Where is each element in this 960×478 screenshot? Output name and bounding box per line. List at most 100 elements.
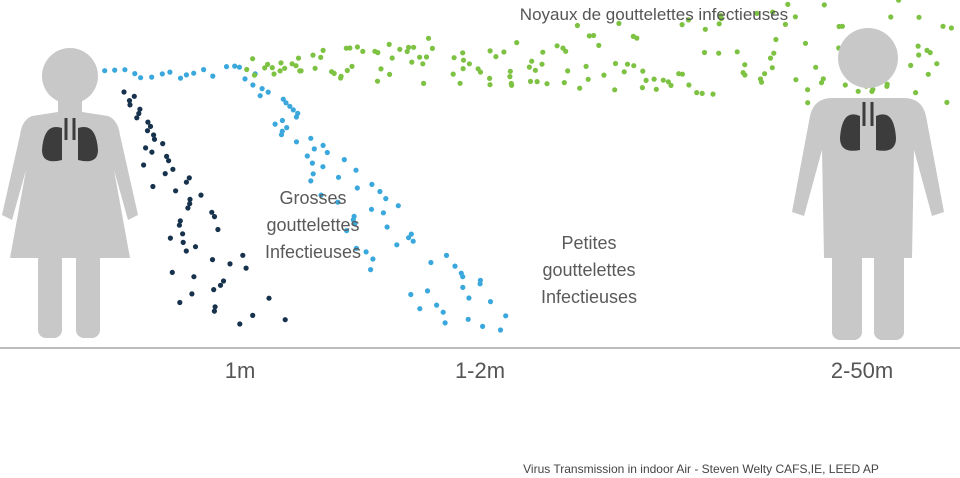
droplet: [180, 239, 186, 245]
droplet: [818, 80, 825, 86]
droplet: [805, 100, 811, 106]
droplet: [460, 57, 467, 63]
droplet: [451, 55, 457, 61]
droplet: [477, 69, 484, 75]
droplet: [209, 209, 215, 215]
droplet: [411, 44, 417, 50]
droplet: [217, 282, 224, 288]
droplet: [406, 44, 412, 51]
droplet: [183, 248, 189, 254]
droplet: [585, 76, 591, 82]
droplet: [842, 82, 848, 88]
droplet: [653, 86, 659, 92]
droplet: [785, 1, 791, 7]
droplet: [349, 63, 355, 69]
droplet: [237, 321, 243, 327]
lungs: [42, 126, 98, 162]
droplet: [132, 71, 138, 77]
droplet: [293, 139, 300, 145]
droplet: [465, 316, 471, 322]
droplet: [159, 71, 165, 77]
droplet: [170, 166, 176, 172]
droplet: [665, 79, 672, 85]
droplet: [377, 188, 383, 195]
droplet: [742, 62, 748, 68]
droplet: [167, 69, 173, 75]
droplet: [344, 67, 350, 74]
droplet: [417, 306, 423, 312]
droplet: [716, 21, 722, 27]
droplet: [452, 263, 458, 269]
droplet: [813, 64, 819, 70]
droplet: [242, 76, 248, 82]
droplet: [259, 86, 265, 92]
droplet: [410, 238, 416, 244]
lungs: [840, 114, 896, 151]
droplet: [143, 145, 149, 151]
droplet: [271, 71, 277, 77]
large-label: Infectieuses: [265, 242, 361, 262]
droplet: [368, 267, 374, 273]
droplet: [740, 70, 746, 76]
droplet: [169, 269, 175, 275]
droplet: [212, 304, 218, 310]
droplet: [187, 201, 193, 207]
droplet: [167, 235, 173, 241]
droplet: [265, 61, 271, 67]
trachea: [64, 118, 76, 140]
droplet: [821, 2, 827, 8]
droplet: [820, 76, 826, 82]
droplet: [424, 288, 431, 294]
droplet: [561, 80, 567, 86]
droplet: [232, 63, 238, 69]
droplet: [417, 54, 423, 60]
droplet: [616, 20, 622, 26]
droplet: [514, 40, 520, 46]
droplet: [150, 183, 156, 190]
droplet: [257, 93, 263, 99]
droplet: [287, 103, 293, 109]
droplet: [442, 320, 448, 326]
distance: 2-50m: [831, 358, 893, 383]
droplet: [187, 196, 193, 202]
droplet: [621, 69, 627, 75]
droplet: [944, 99, 950, 105]
droplet: [380, 210, 386, 216]
droplet: [612, 60, 619, 67]
droplet: [308, 135, 314, 141]
droplet: [540, 49, 546, 55]
droplet: [408, 291, 414, 298]
droplet: [651, 76, 657, 82]
droplets: [102, 0, 955, 333]
droplet: [374, 78, 381, 84]
droplet: [624, 61, 631, 67]
droplet: [293, 114, 299, 120]
droplet: [565, 68, 571, 74]
droplet: [240, 252, 246, 258]
droplet: [210, 73, 216, 79]
droplet: [122, 67, 128, 73]
credit: Virus Transmission in indoor Air - Steve…: [523, 462, 879, 476]
droplet: [457, 80, 463, 86]
droplet: [710, 91, 716, 97]
torso: [792, 98, 944, 258]
droplet: [183, 72, 189, 78]
droplet: [409, 59, 415, 65]
droplet: [223, 64, 230, 70]
droplet: [480, 323, 486, 329]
droplet: [164, 153, 170, 159]
droplet: [352, 220, 358, 227]
droplet: [805, 87, 811, 93]
droplet: [591, 32, 597, 39]
droplet: [338, 75, 344, 81]
droplet: [554, 43, 560, 49]
droplet: [420, 61, 426, 67]
droplet: [577, 85, 583, 91]
droplet: [925, 71, 931, 77]
leg: [832, 250, 862, 340]
droplet: [460, 50, 466, 56]
droplet: [460, 66, 466, 72]
droplet: [389, 55, 395, 61]
droplet: [526, 64, 533, 70]
